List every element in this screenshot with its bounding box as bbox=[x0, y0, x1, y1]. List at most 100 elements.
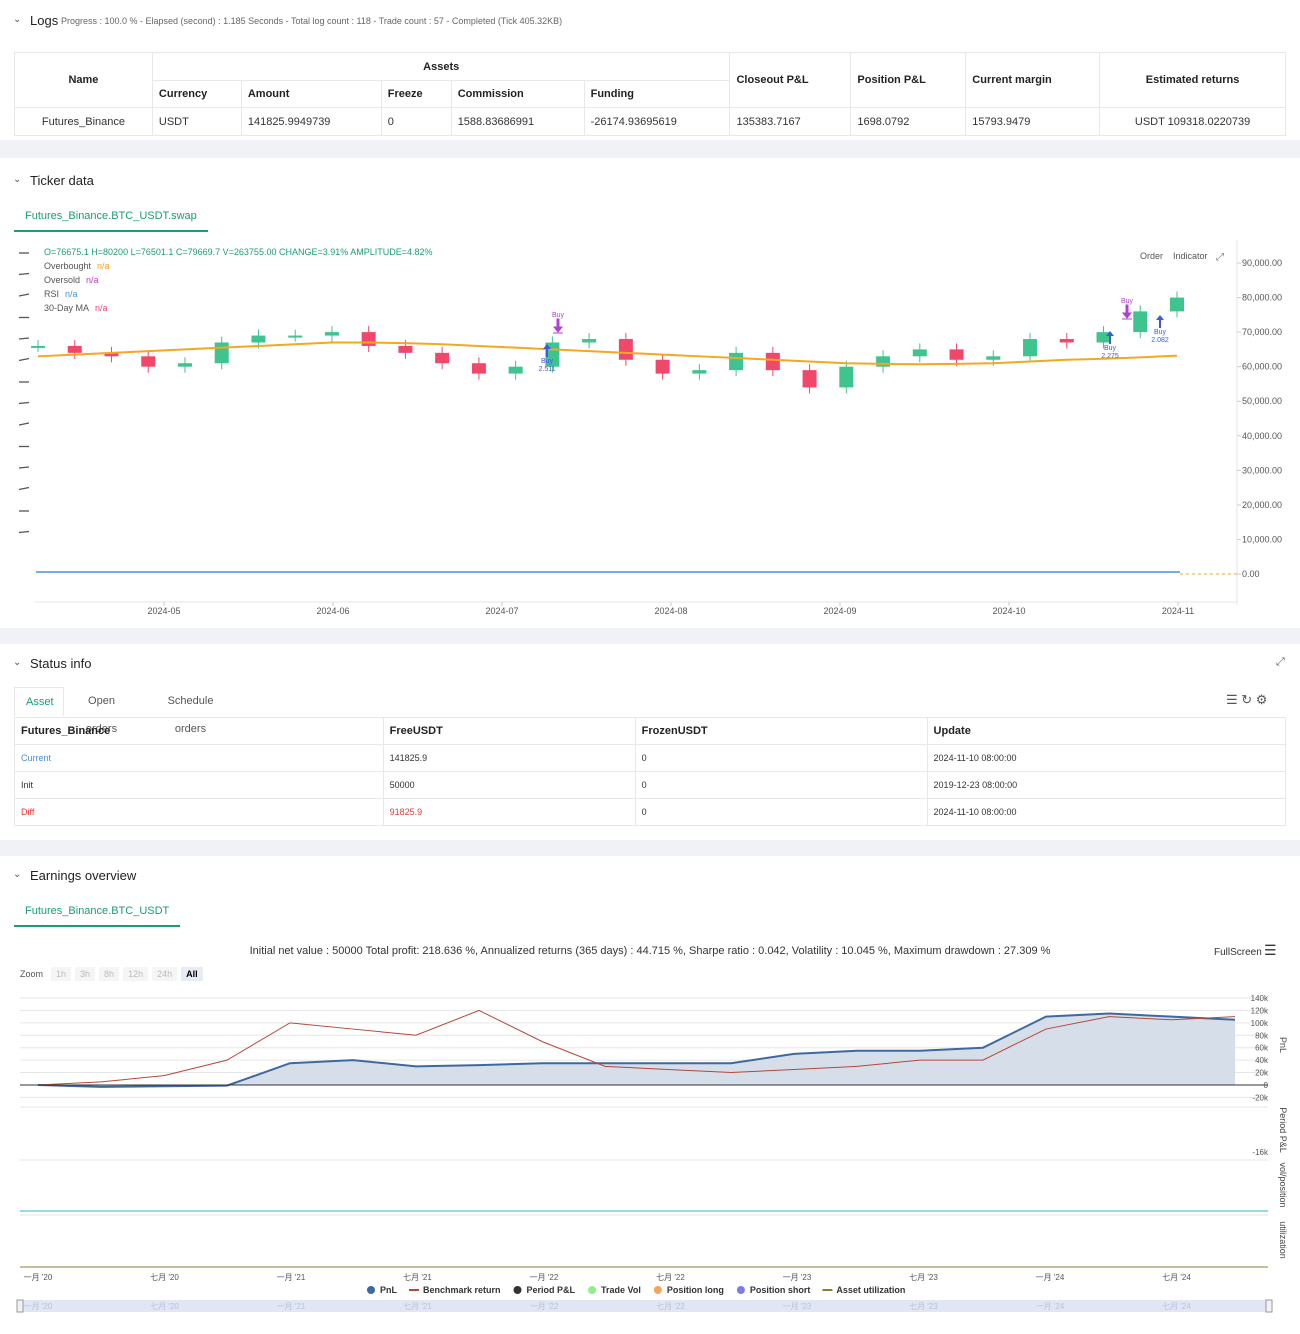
zoom-button[interactable]: All bbox=[181, 967, 203, 981]
collapse-icon[interactable]: ⌄ bbox=[13, 14, 22, 25]
y-tick-label: 140k bbox=[1251, 994, 1269, 1003]
legend-item[interactable]: Position short bbox=[750, 1285, 811, 1295]
chart-button[interactable]: Order bbox=[1140, 251, 1163, 261]
header: Assets bbox=[151, 52, 731, 81]
price-chart: 90,000.00 80,000.00 70,000.00 60,000.00 50,0… bbox=[18, 240, 1282, 616]
y-tick-label: -16k bbox=[1252, 1148, 1269, 1157]
header: Freeze bbox=[380, 80, 452, 108]
y-tick-label: 10,000.00 bbox=[1242, 535, 1282, 545]
cell: 50000 bbox=[382, 771, 636, 799]
legend-name: RSI bbox=[44, 289, 59, 299]
toolbar-icons[interactable]: ☰ ↻ ⚙ bbox=[1226, 692, 1268, 707]
buy-label: Buy bbox=[1154, 329, 1167, 336]
tab[interactable]: Futures_Binance.BTC_USDT.swap bbox=[14, 202, 208, 232]
legend-item[interactable]: Asset utilization bbox=[836, 1285, 905, 1295]
tab[interactable]: Asset bbox=[14, 687, 64, 716]
header: Position P&L bbox=[850, 52, 967, 108]
assets-table: Name Assets Closeout P&L Position P&L Cu… bbox=[14, 52, 1286, 136]
cell: 0 bbox=[380, 107, 452, 136]
candle bbox=[986, 356, 1001, 360]
zoom-button[interactable]: 24h bbox=[152, 967, 178, 981]
zoom-button[interactable]: 8h bbox=[99, 967, 120, 981]
close-icon[interactable]: ⤢ bbox=[1216, 252, 1224, 263]
buy-value: 2.082 bbox=[1151, 337, 1169, 344]
legend-item[interactable]: Benchmark return bbox=[423, 1285, 501, 1295]
y-tick-label: 120k bbox=[1251, 1006, 1269, 1015]
tab[interactable]: Schedule orders bbox=[167, 695, 214, 735]
candle bbox=[508, 366, 523, 374]
zoom-button[interactable]: 12h bbox=[123, 967, 149, 981]
navigator[interactable] bbox=[20, 1300, 1270, 1312]
row: Init 50000 0 2019-12-23 08:00:00 bbox=[14, 771, 1287, 799]
cell: 2024-11-10 08:00:00 bbox=[926, 798, 1287, 826]
y-tick-label: 70,000.00 bbox=[1242, 327, 1282, 337]
cell: USDT 109318.0220739 bbox=[1099, 107, 1286, 136]
candle bbox=[949, 349, 964, 360]
separator bbox=[0, 628, 1300, 644]
candle bbox=[471, 363, 486, 374]
y-tick-label: 40k bbox=[1255, 1056, 1269, 1065]
legend-item[interactable]: PnL bbox=[380, 1285, 398, 1295]
navigator-handle[interactable] bbox=[1265, 1299, 1273, 1313]
x-tick-label: 2024-09 bbox=[823, 606, 856, 616]
collapse-icon[interactable]: ⌄ bbox=[13, 869, 22, 880]
candle bbox=[1096, 332, 1111, 343]
candle bbox=[104, 352, 119, 357]
legend-name: Overbought bbox=[44, 261, 92, 271]
cell: 15793.9479 bbox=[965, 107, 1101, 136]
cell: 141825.9 bbox=[382, 744, 636, 772]
tool-icon[interactable] bbox=[18, 293, 30, 297]
tool-icon[interactable] bbox=[18, 466, 30, 469]
expand-icon[interactable]: ⤢ bbox=[1276, 656, 1285, 668]
legend-item[interactable]: Position long bbox=[667, 1285, 724, 1295]
legend-item[interactable]: Period P&L bbox=[527, 1285, 576, 1295]
tab[interactable]: Futures_Binance.BTC_USDT bbox=[14, 897, 181, 927]
candle bbox=[324, 332, 339, 336]
navigator-handle[interactable] bbox=[16, 1299, 24, 1313]
fullscreen-button[interactable]: FullScreen bbox=[1214, 947, 1262, 958]
header: FreeUSDT bbox=[382, 717, 636, 745]
candle bbox=[1133, 311, 1148, 333]
x-tick-label: 2024-08 bbox=[654, 606, 687, 616]
x-tick-label: 七月 '20 bbox=[150, 1273, 179, 1282]
legend-name: Oversold bbox=[44, 275, 80, 285]
pnl-area bbox=[38, 1013, 1235, 1087]
y-tick-label: 100k bbox=[1251, 1019, 1269, 1028]
tool-icon[interactable] bbox=[18, 401, 30, 405]
y-tick-label: 30,000.00 bbox=[1242, 465, 1282, 475]
collapse-icon[interactable]: ⌄ bbox=[13, 657, 22, 668]
tool-icon[interactable] bbox=[18, 337, 30, 340]
benchmark-line bbox=[37, 1009, 1236, 1086]
tool-icon[interactable] bbox=[18, 486, 30, 491]
tool-icon[interactable] bbox=[18, 357, 30, 362]
legend-swatch bbox=[513, 1286, 522, 1294]
candle bbox=[765, 352, 780, 371]
x-tick-label: 七月 '24 bbox=[1162, 1273, 1191, 1282]
collapse-icon[interactable]: ⌄ bbox=[13, 174, 22, 185]
zoom-button[interactable]: 3h bbox=[75, 967, 96, 981]
cell: 0 bbox=[634, 771, 928, 799]
tab[interactable]: Open orders bbox=[85, 695, 118, 735]
tool-icon[interactable] bbox=[18, 422, 30, 426]
candle bbox=[692, 370, 707, 374]
buy-label: Buy bbox=[541, 358, 554, 365]
zoom-button[interactable]: 1h bbox=[51, 967, 72, 981]
tool-icon[interactable] bbox=[18, 530, 30, 534]
zoom-label: Zoom bbox=[20, 969, 44, 979]
x-tick-label: 2024-10 bbox=[992, 606, 1025, 616]
cell: USDT bbox=[151, 107, 242, 136]
x-tick-label: 一月 '21 bbox=[277, 1273, 306, 1282]
sell-arrow bbox=[552, 318, 564, 334]
zoom-bar: Zoom 1h 3h 8h 12h 24h All bbox=[20, 967, 203, 981]
legend-swatch bbox=[653, 1286, 662, 1294]
candle bbox=[288, 335, 303, 338]
x-tick-label: 2024-05 bbox=[147, 606, 180, 616]
chart-button[interactable]: Indicator bbox=[1173, 251, 1208, 261]
legend-item[interactable]: Trade Vol bbox=[601, 1285, 641, 1295]
header: Current margin bbox=[965, 52, 1101, 108]
buy-label: Buy bbox=[1104, 345, 1117, 352]
candle bbox=[361, 332, 376, 346]
tool-icon[interactable] bbox=[18, 272, 30, 276]
menu-icon[interactable]: ☰ bbox=[1264, 942, 1277, 958]
candle bbox=[839, 366, 854, 388]
